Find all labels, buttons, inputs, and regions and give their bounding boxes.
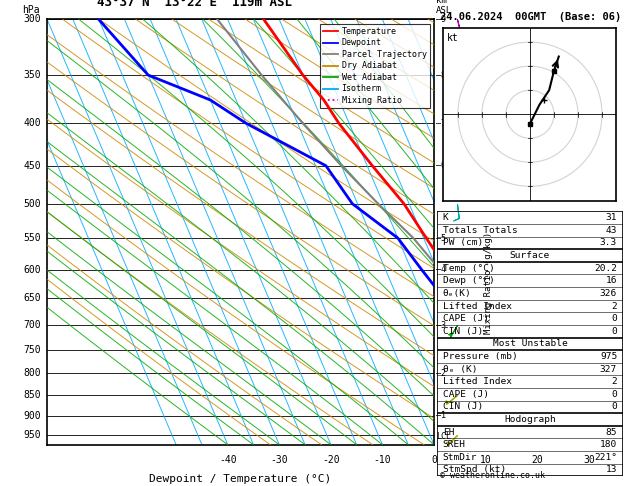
Text: hPa: hPa	[22, 5, 40, 15]
Text: kt: kt	[447, 33, 459, 43]
Text: Totals Totals: Totals Totals	[443, 226, 518, 235]
Text: –7: –7	[436, 119, 446, 128]
Text: LCL: LCL	[436, 432, 451, 441]
Text: Dewpoint / Temperature (°C): Dewpoint / Temperature (°C)	[150, 474, 331, 485]
Text: 24.06.2024  00GMT  (Base: 06): 24.06.2024 00GMT (Base: 06)	[440, 12, 621, 22]
Text: 900: 900	[24, 411, 42, 421]
Text: Hodograph: Hodograph	[504, 415, 556, 424]
Text: 0: 0	[431, 455, 437, 465]
Text: 16: 16	[606, 276, 617, 285]
Text: 500: 500	[24, 199, 42, 209]
Text: Most Unstable: Most Unstable	[493, 339, 567, 348]
Text: 550: 550	[24, 233, 42, 243]
Text: Mixing Ratio (g/kg): Mixing Ratio (g/kg)	[484, 232, 493, 334]
Text: CIN (J): CIN (J)	[443, 402, 483, 412]
Text: 13: 13	[606, 466, 617, 474]
Text: 2: 2	[611, 377, 617, 386]
Text: K: K	[443, 213, 448, 222]
Text: –9: –9	[436, 15, 446, 24]
Text: -20: -20	[322, 455, 340, 465]
Text: 750: 750	[24, 345, 42, 355]
Text: –1: –1	[436, 411, 446, 420]
Text: 327: 327	[600, 364, 617, 374]
Text: 850: 850	[24, 390, 42, 400]
Text: –5: –5	[436, 234, 446, 243]
Text: 800: 800	[24, 368, 42, 378]
Text: –8: –8	[436, 70, 446, 80]
Text: 180: 180	[600, 440, 617, 449]
Text: Surface: Surface	[510, 251, 550, 260]
Text: 0: 0	[611, 314, 617, 323]
Text: Lifted Index: Lifted Index	[443, 377, 512, 386]
Text: CAPE (J): CAPE (J)	[443, 390, 489, 399]
Text: 0: 0	[611, 402, 617, 412]
Text: PW (cm): PW (cm)	[443, 239, 483, 247]
Text: 2: 2	[611, 301, 617, 311]
Text: -40: -40	[219, 455, 237, 465]
Text: StmDir: StmDir	[443, 453, 477, 462]
Text: 31: 31	[606, 213, 617, 222]
Text: 600: 600	[24, 264, 42, 275]
Text: CAPE (J): CAPE (J)	[443, 314, 489, 323]
Text: –2: –2	[436, 369, 446, 378]
Text: 450: 450	[24, 161, 42, 171]
Text: EH: EH	[443, 428, 454, 436]
Text: 700: 700	[24, 320, 42, 330]
Text: StmSpd (kt): StmSpd (kt)	[443, 466, 506, 474]
Text: –3: –3	[436, 321, 446, 330]
Text: θₑ(K): θₑ(K)	[443, 289, 472, 298]
Text: 650: 650	[24, 294, 42, 303]
Text: 10: 10	[480, 455, 491, 465]
Text: 0: 0	[611, 327, 617, 336]
Text: 20.2: 20.2	[594, 264, 617, 273]
Text: 3.3: 3.3	[600, 239, 617, 247]
Text: SREH: SREH	[443, 440, 465, 449]
Text: 326: 326	[600, 289, 617, 298]
Text: © weatheronline.co.uk: © weatheronline.co.uk	[440, 471, 545, 480]
Text: -10: -10	[374, 455, 391, 465]
Text: CIN (J): CIN (J)	[443, 327, 483, 336]
Text: 30: 30	[583, 455, 594, 465]
Text: Dewp (°C): Dewp (°C)	[443, 276, 494, 285]
Text: θₑ (K): θₑ (K)	[443, 364, 477, 374]
Text: Temp (°C): Temp (°C)	[443, 264, 494, 273]
Text: –6: –6	[436, 161, 446, 170]
Text: Lifted Index: Lifted Index	[443, 301, 512, 311]
Text: 43: 43	[606, 226, 617, 235]
Text: 350: 350	[24, 70, 42, 80]
Text: 43°37'N  13°22'E  119m ASL: 43°37'N 13°22'E 119m ASL	[97, 0, 292, 9]
Text: 0: 0	[611, 390, 617, 399]
Text: –4: –4	[436, 265, 446, 274]
Text: 975: 975	[600, 352, 617, 361]
Text: Pressure (mb): Pressure (mb)	[443, 352, 518, 361]
Legend: Temperature, Dewpoint, Parcel Trajectory, Dry Adiabat, Wet Adiabat, Isotherm, Mi: Temperature, Dewpoint, Parcel Trajectory…	[320, 24, 430, 108]
Text: 400: 400	[24, 118, 42, 128]
Text: 950: 950	[24, 430, 42, 440]
Text: 20: 20	[532, 455, 543, 465]
Text: 300: 300	[24, 15, 42, 24]
Text: -30: -30	[270, 455, 288, 465]
Text: 221°: 221°	[594, 453, 617, 462]
Text: 85: 85	[606, 428, 617, 436]
Text: km
ASL: km ASL	[436, 0, 452, 15]
